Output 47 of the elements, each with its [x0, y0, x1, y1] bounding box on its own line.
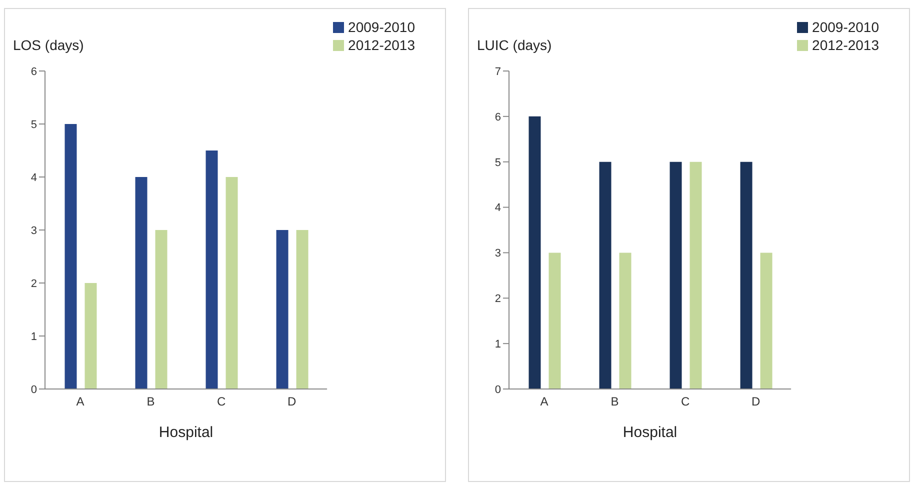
legend-label: 2009-2010 — [348, 19, 415, 35]
bar — [276, 230, 288, 389]
bar — [84, 283, 97, 389]
x-tick-label: B — [610, 394, 619, 409]
legend-label: 2009-2010 — [812, 19, 879, 35]
x-tick-label: C — [680, 394, 690, 409]
y-tick-label: 2 — [30, 278, 37, 290]
bar — [760, 252, 772, 389]
x-axis-title: Hospital — [158, 424, 214, 441]
bar — [155, 230, 168, 389]
legend-label: 2012-2013 — [812, 37, 879, 53]
x-tick-label: B — [146, 394, 155, 409]
bar — [690, 162, 702, 389]
bar — [740, 162, 752, 389]
y-tick-label: 6 — [30, 66, 37, 78]
y-tick-label: 0 — [494, 384, 501, 396]
x-tick-label: D — [751, 394, 760, 409]
bar — [135, 177, 148, 389]
bar — [226, 177, 238, 389]
bar — [670, 162, 682, 389]
x-tick-label: A — [76, 394, 84, 409]
y-tick-label: 5 — [494, 156, 501, 169]
y-tick-label: 2 — [494, 293, 501, 306]
bar — [296, 230, 308, 389]
bar — [64, 124, 77, 389]
y-tick-label: 1 — [30, 330, 37, 343]
legend-label: 2012-2013 — [348, 37, 415, 53]
y-tick-label: 1 — [494, 338, 501, 350]
x-tick-label: A — [540, 394, 548, 409]
x-axis-title: Hospital — [622, 424, 678, 441]
y-tick-label: 7 — [494, 66, 501, 78]
y-tick-label: 5 — [30, 118, 37, 131]
y-tick-label: 3 — [30, 224, 37, 237]
bar — [528, 116, 541, 389]
x-tick-label: C — [216, 394, 226, 409]
bar — [599, 162, 612, 389]
y-tick-label: 0 — [30, 384, 37, 396]
bar — [206, 150, 218, 389]
bar — [548, 252, 561, 389]
y-tick-label: 4 — [30, 172, 37, 184]
bar — [619, 252, 632, 389]
x-tick-label: D — [287, 394, 296, 409]
y-tick-label: 3 — [494, 248, 501, 260]
y-tick-label: 4 — [494, 202, 501, 214]
y-tick-label: 6 — [494, 111, 501, 124]
y-axis-title: LUIC (days) — [477, 37, 552, 53]
y-axis-title: LOS (days) — [13, 37, 84, 53]
